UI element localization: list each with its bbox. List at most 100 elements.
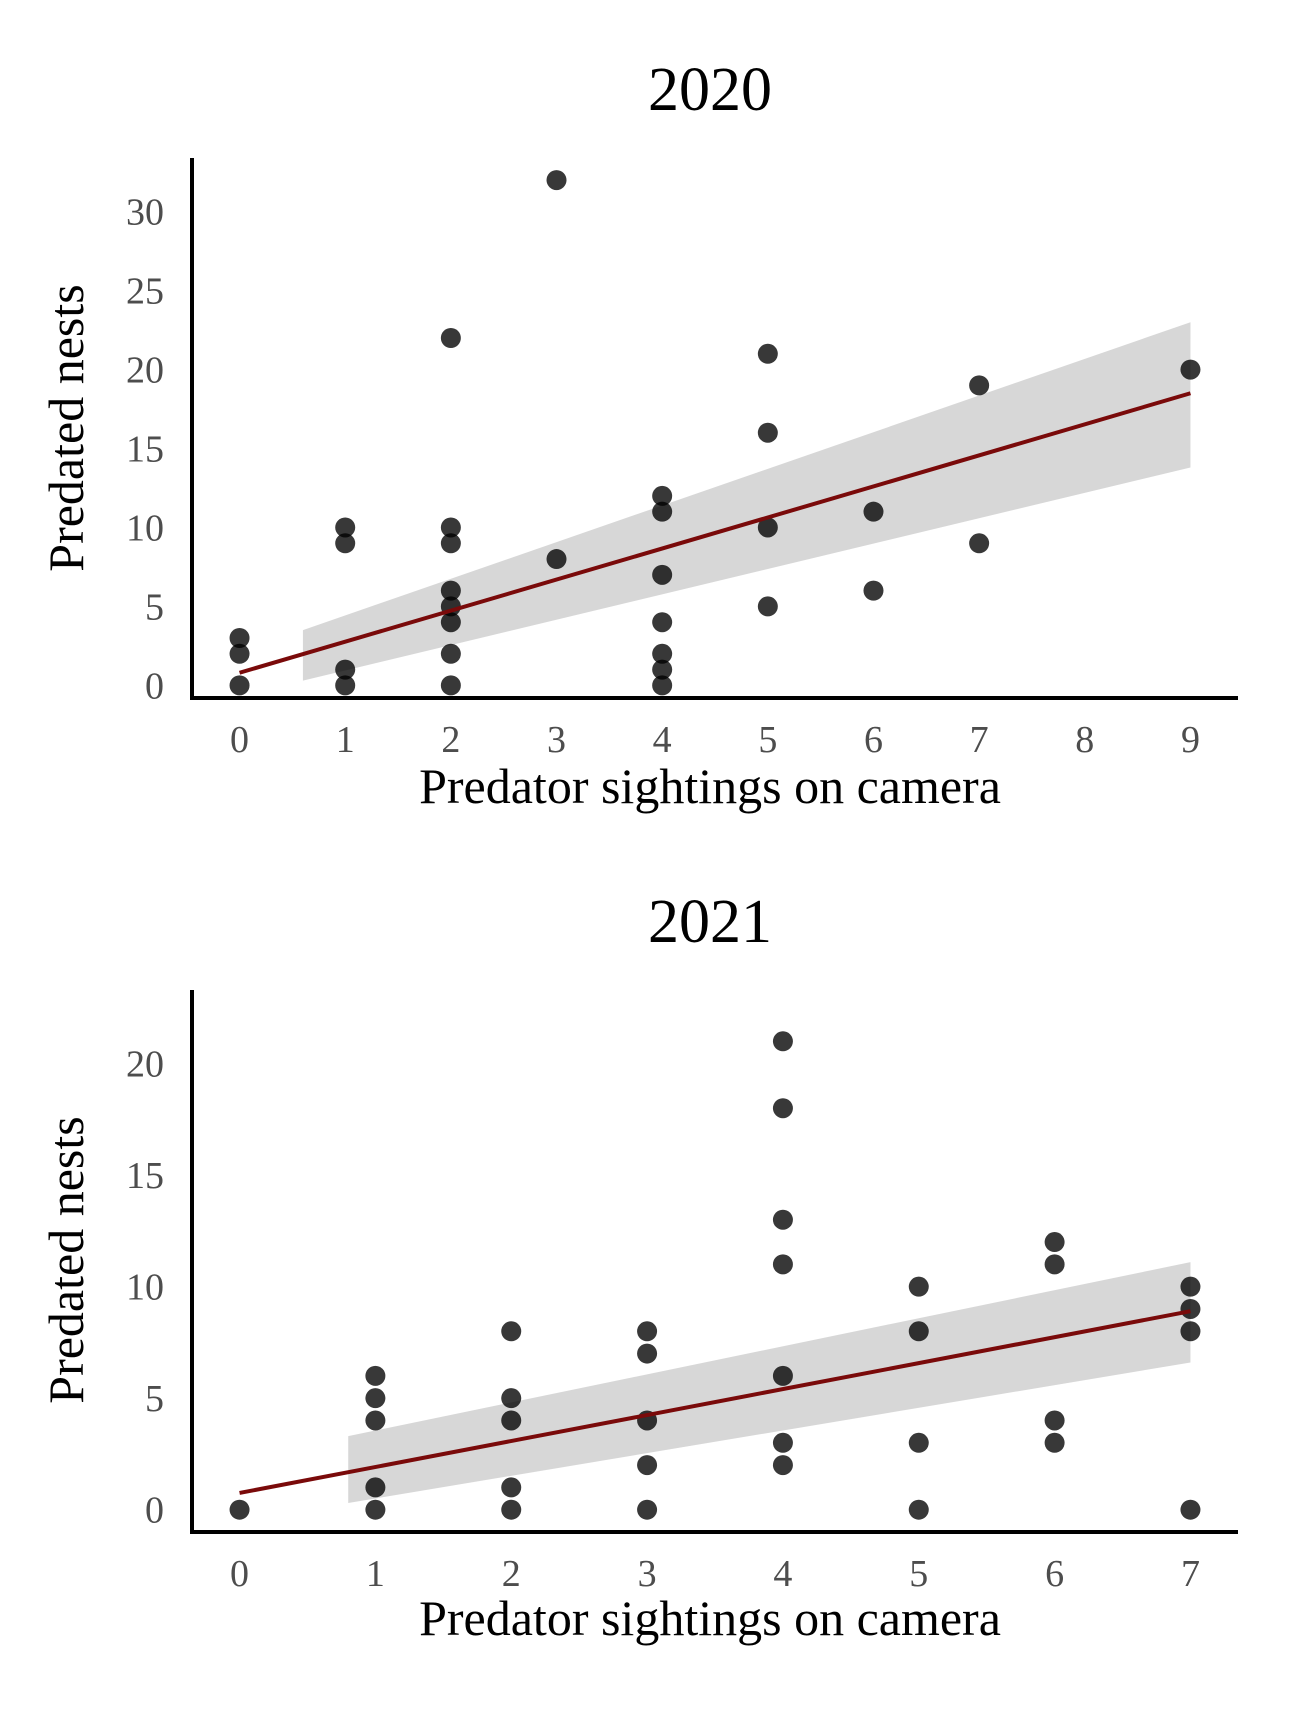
data-point <box>229 675 250 696</box>
data-point <box>1180 1298 1201 1319</box>
y-axis-title: Predated nests <box>38 1116 94 1403</box>
x-tick-label: 6 <box>864 719 883 761</box>
x-tick-label: 4 <box>773 1553 792 1595</box>
y-tick-label: 0 <box>145 665 164 707</box>
data-point <box>772 1455 793 1476</box>
data-point <box>863 501 884 522</box>
data-point <box>440 612 461 633</box>
data-point <box>637 1499 658 1520</box>
data-point <box>335 659 356 680</box>
x-tick-label: 7 <box>1181 1553 1200 1595</box>
data-point <box>652 612 673 633</box>
chart-panel-2020: 2020 0 1 2 3 4 5 6 7 8 9 0 5 10 15 20 25 30 Predator sig… <box>38 56 1238 814</box>
data-point <box>1180 1276 1201 1297</box>
y-tick-label: 15 <box>126 429 164 471</box>
data-point <box>757 343 778 364</box>
data-point <box>1180 1499 1201 1520</box>
x-tick-label: 9 <box>1181 719 1200 761</box>
data-point <box>335 517 356 538</box>
data-point <box>637 1455 658 1476</box>
data-point <box>546 170 567 191</box>
data-point <box>637 1321 658 1342</box>
y-tick-label: 15 <box>126 1155 164 1197</box>
x-tick-label: 2 <box>441 719 460 761</box>
data-point <box>501 1321 522 1342</box>
y-tick-label: 10 <box>126 1267 164 1309</box>
data-point <box>772 1209 793 1230</box>
data-point <box>501 1388 522 1409</box>
data-point <box>1044 1432 1065 1453</box>
data-point <box>772 1365 793 1386</box>
data-point <box>440 517 461 538</box>
data-point <box>969 533 990 554</box>
x-axis-title: Predator sightings on camera <box>419 758 1001 814</box>
data-point <box>757 517 778 538</box>
x-tick-label: 7 <box>970 719 989 761</box>
x-axis-title: Predator sightings on camera <box>419 1590 1001 1646</box>
data-point <box>440 675 461 696</box>
data-point <box>652 485 673 506</box>
data-point <box>365 1388 386 1409</box>
x-tick-label: 1 <box>336 719 355 761</box>
regression-line <box>239 1309 1191 1495</box>
x-tick-label: 6 <box>1045 1553 1064 1595</box>
y-tick-label: 20 <box>126 1044 164 1086</box>
y-tick-label: 30 <box>126 192 164 234</box>
data-point <box>229 1499 250 1520</box>
x-tick-label: 1 <box>366 1553 385 1595</box>
x-tick-label: 5 <box>909 1553 928 1595</box>
data-point <box>772 1031 793 1052</box>
data-point <box>440 643 461 664</box>
confidence-band <box>348 1262 1191 1504</box>
data-point <box>365 1477 386 1498</box>
data-point <box>365 1499 386 1520</box>
data-point <box>440 328 461 348</box>
plot-area: 0 1 2 3 4 5 6 7 8 9 0 5 10 15 20 25 30 <box>126 158 1238 761</box>
data-point <box>335 675 356 696</box>
y-axis-title: Predated nests <box>38 284 94 571</box>
data-point <box>772 1432 793 1453</box>
data-point <box>1044 1410 1065 1431</box>
data-point <box>1180 359 1201 380</box>
data-point <box>365 1365 386 1386</box>
x-tick-label: 5 <box>758 719 777 761</box>
y-tick-label: 5 <box>145 1378 164 1420</box>
data-point <box>501 1477 522 1498</box>
data-point <box>440 580 461 601</box>
chart-panel-2021: 2021 0 1 2 3 4 5 6 7 0 5 10 15 20 Predator sightings… <box>38 888 1238 1646</box>
data-point <box>546 549 567 570</box>
data-point <box>1180 1321 1201 1342</box>
data-point <box>908 1276 929 1297</box>
y-tick-label: 20 <box>126 350 164 392</box>
y-tick-label: 25 <box>126 271 164 313</box>
data-point <box>652 643 673 664</box>
x-tick-label: 0 <box>230 719 249 761</box>
chart-title: 2020 <box>648 56 772 124</box>
data-point <box>652 675 673 696</box>
data-point <box>772 1254 793 1275</box>
data-point <box>969 375 990 396</box>
x-tick-label: 3 <box>547 719 566 761</box>
data-point <box>335 533 356 554</box>
regression-line <box>238 391 1192 675</box>
data-point <box>652 564 673 585</box>
data-point <box>637 1343 658 1364</box>
x-tick-label: 2 <box>502 1553 521 1595</box>
x-tick-label: 0 <box>230 1553 249 1595</box>
data-point <box>365 1410 386 1431</box>
data-point <box>908 1432 929 1453</box>
data-point <box>908 1499 929 1520</box>
x-tick-label: 8 <box>1075 719 1094 761</box>
data-point <box>652 501 673 522</box>
data-point <box>908 1321 929 1342</box>
data-point <box>757 596 778 617</box>
data-point <box>229 643 250 664</box>
data-point <box>1044 1254 1065 1275</box>
chart-title: 2021 <box>648 888 772 956</box>
data-point <box>757 422 778 443</box>
y-tick-label: 0 <box>145 1490 164 1532</box>
x-tick-label: 4 <box>653 719 672 761</box>
confidence-band <box>302 322 1191 681</box>
data-point <box>440 533 461 554</box>
